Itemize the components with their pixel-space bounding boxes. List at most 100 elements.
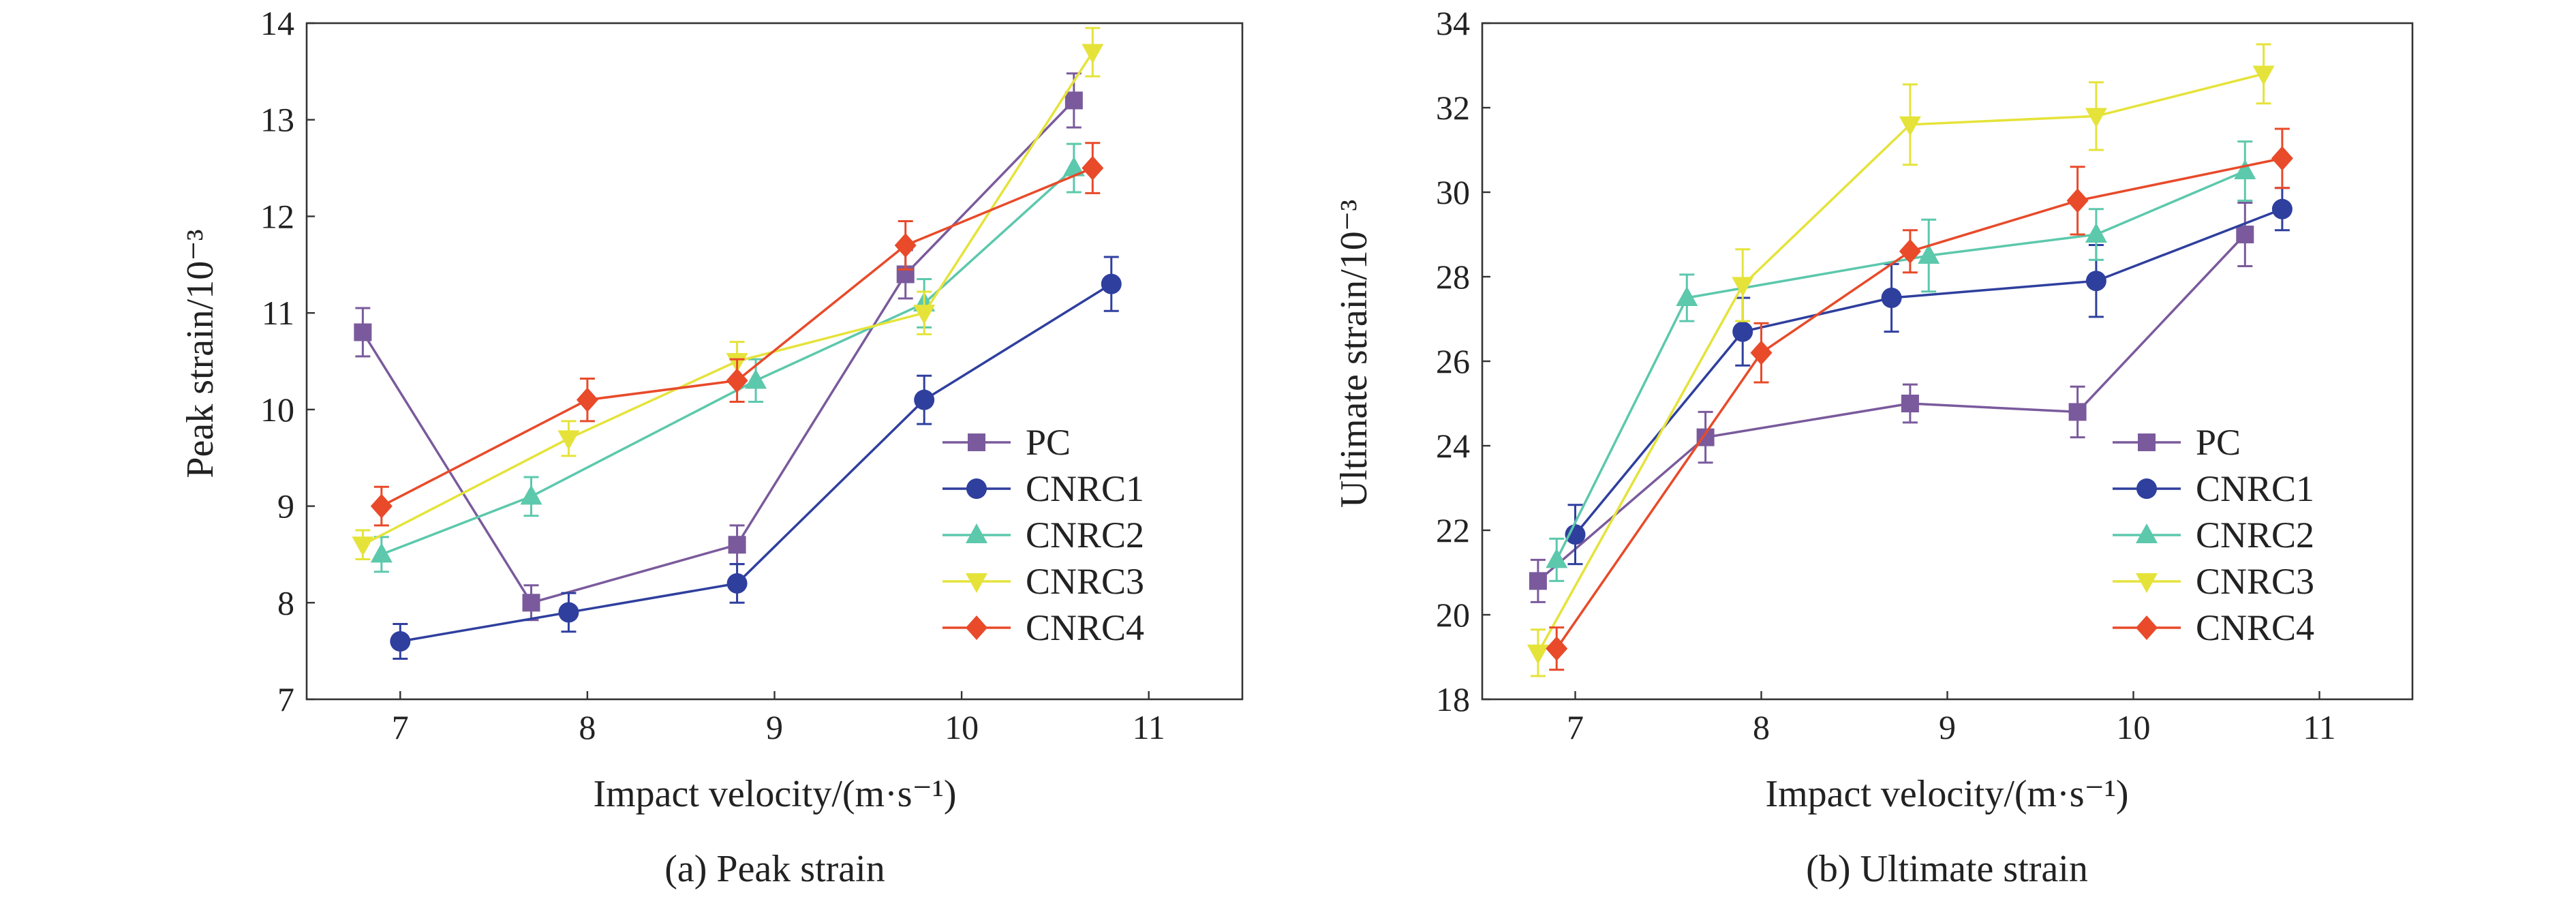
y-tick-label: 13: [260, 101, 294, 139]
data-point: [726, 368, 748, 393]
series-line: [400, 283, 1112, 643]
data-point: [2271, 146, 2293, 171]
legend-marker: [2136, 478, 2157, 499]
data-point: [1101, 273, 1122, 294]
legend: PC CNRC1 CNRC2 CNRC3 CNRC4: [2113, 422, 2314, 648]
data-point: [1881, 288, 1902, 308]
data-point: [1546, 636, 1568, 661]
x-tick-label: 9: [766, 708, 783, 746]
x-tick-label: 8: [579, 708, 596, 746]
data-point: [894, 232, 917, 258]
series-cnrc4: [1546, 127, 2293, 671]
legend-label: CNRC2: [1026, 515, 1144, 555]
data-point: [1732, 277, 1754, 297]
y-tick-label: 11: [262, 294, 294, 332]
y-tick-label: 24: [1436, 427, 1470, 465]
y-tick-label: 32: [1436, 89, 1470, 127]
data-point: [1546, 548, 1568, 568]
y-tick-label: 26: [1436, 342, 1470, 380]
legend-label: CNRC3: [1026, 561, 1144, 602]
series-cnrc3: [352, 27, 1104, 561]
x-tick-label: 11: [2303, 708, 2335, 746]
y-axis-title: Peak strain/10⁻³: [179, 229, 221, 478]
legend-label: CNRC1: [2196, 468, 2314, 509]
series-cnrc3: [1527, 43, 2275, 677]
series-cnrc2: [1546, 140, 2256, 582]
series-cnrc2: [370, 142, 1085, 573]
y-tick-label: 9: [277, 487, 294, 525]
y-tick-label: 10: [260, 391, 294, 429]
series-cnrc1: [390, 256, 1122, 660]
legend-label: CNRC4: [2196, 607, 2314, 648]
data-point: [576, 387, 598, 412]
y-tick-label: 14: [260, 4, 294, 42]
data-point: [914, 389, 935, 410]
data-point: [2068, 403, 2087, 421]
data-point: [1750, 340, 1773, 365]
y-tick-label: 12: [260, 197, 294, 235]
legend-label: CNRC1: [1026, 468, 1144, 509]
data-point: [728, 536, 746, 554]
series-line: [362, 51, 1094, 546]
chart-panel-ultimate-strain: Ultimate strain/10⁻³ Impact velocity/(m·…: [1333, 4, 2414, 890]
data-point: [2234, 159, 2256, 179]
data-point: [1529, 572, 1547, 590]
data-point: [1899, 239, 1921, 264]
x-tick-label: 9: [1939, 708, 1956, 746]
y-tick-label: 8: [277, 583, 294, 622]
data-point: [2066, 188, 2089, 213]
data-point: [520, 485, 542, 505]
legend: PC CNRC1 CNRC2 CNRC3 CNRC4: [942, 422, 1144, 648]
x-tick-label: 8: [1753, 708, 1770, 746]
y-axis-title: Ultimate strain/10⁻³: [1333, 200, 1375, 508]
y-tick-label: 34: [1436, 4, 1470, 42]
y-tick-label: 22: [1436, 511, 1470, 549]
chart-panel-peak-strain: Peak strain/10⁻³ Impact velocity/(m·s⁻¹)…: [179, 4, 1244, 890]
data-point: [2085, 271, 2106, 292]
data-point: [2085, 108, 2107, 128]
data-point: [557, 430, 580, 451]
legend-label: CNRC3: [2196, 561, 2314, 602]
legend-marker: [2138, 433, 2156, 451]
legend-label: CNRC2: [2196, 515, 2314, 555]
data-point: [1901, 395, 1919, 412]
chart-caption: (b) Ultimate strain: [1806, 848, 2088, 890]
chart-caption: (a) Peak strain: [664, 848, 885, 890]
x-tick-label: 7: [1567, 708, 1584, 746]
legend-marker: [2136, 615, 2158, 640]
data-point: [390, 630, 411, 652]
data-point: [1732, 321, 1753, 342]
y-tick-label: 7: [277, 680, 294, 718]
data-point: [558, 602, 579, 623]
legend-marker: [966, 478, 987, 499]
legend-label: PC: [2196, 422, 2241, 463]
x-tick-label: 10: [945, 708, 979, 746]
legend-marker: [2136, 573, 2158, 593]
data-point: [1676, 286, 1698, 306]
legend-label: CNRC4: [1026, 607, 1144, 648]
series-line: [1555, 170, 2245, 561]
data-point: [2236, 226, 2254, 243]
data-point: [913, 305, 936, 325]
series-cnrc4: [370, 142, 1104, 527]
data-point: [522, 594, 540, 612]
data-point: [1899, 116, 1921, 136]
series-line: [361, 100, 1075, 605]
data-point: [370, 543, 393, 563]
data-point: [2085, 223, 2107, 243]
legend-marker: [966, 615, 987, 640]
data-point: [370, 493, 393, 519]
data-point: [1527, 644, 1549, 665]
y-tick-label: 30: [1436, 173, 1470, 211]
data-point: [726, 573, 748, 594]
data-point: [1565, 524, 1586, 545]
legend-marker: [966, 523, 987, 543]
series-pc: [354, 72, 1083, 622]
data-point: [1064, 91, 1083, 110]
x-axis-title: Impact velocity/(m·s⁻¹): [1765, 773, 2128, 815]
legend-marker: [968, 433, 985, 451]
series-pc: [1529, 202, 2254, 603]
x-tick-label: 11: [1133, 708, 1165, 746]
data-point: [745, 369, 767, 389]
